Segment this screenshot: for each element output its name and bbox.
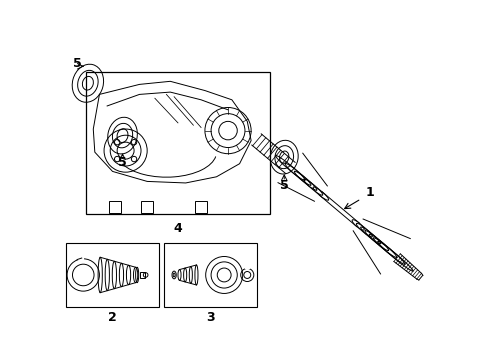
- Text: 2: 2: [108, 311, 117, 324]
- Text: 5: 5: [74, 57, 82, 70]
- Bar: [141, 201, 153, 213]
- Text: 4: 4: [173, 222, 182, 235]
- Text: 5: 5: [118, 156, 127, 169]
- Bar: [86, 72, 270, 214]
- Text: 3: 3: [206, 311, 215, 324]
- Bar: [140, 272, 145, 278]
- Text: 5: 5: [280, 179, 289, 192]
- Bar: [109, 201, 121, 213]
- Bar: [195, 201, 207, 213]
- Bar: [66, 243, 159, 307]
- Text: 1: 1: [365, 186, 374, 199]
- Bar: [164, 243, 257, 307]
